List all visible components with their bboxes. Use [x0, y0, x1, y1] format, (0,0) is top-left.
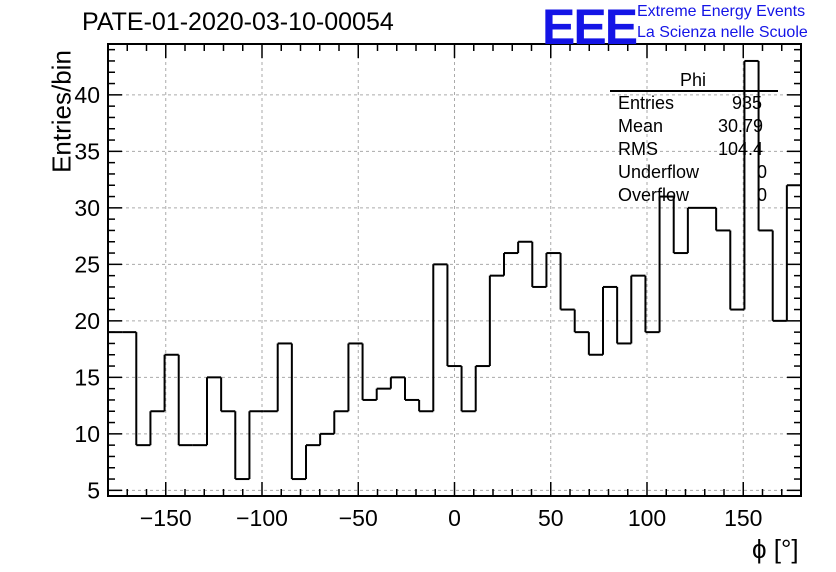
x-tick-label: −150: [140, 505, 192, 531]
logo-line-2: La Scienza nelle Scuole: [637, 24, 808, 41]
x-tick-label: −100: [236, 505, 288, 531]
y-tick-label: 5: [87, 477, 100, 503]
y-axis-label: Entries/bin: [46, 50, 77, 173]
y-tick-label: 20: [74, 308, 100, 334]
eee-logo: EEE: [542, 0, 638, 55]
stat-label-entries: Entries: [618, 93, 675, 113]
logo-line-1: Extreme Energy Events: [637, 3, 806, 20]
stat-label-overflow: Overflow: [618, 185, 690, 205]
chart-title: PATE-01-2020-03-10-00054: [82, 8, 394, 36]
y-tick-label: 15: [74, 364, 100, 390]
y-tick-label: 35: [74, 138, 100, 164]
x-tick-label: −50: [339, 505, 378, 531]
stats-title: Phi: [680, 70, 707, 90]
x-tick-label: 0: [448, 505, 461, 531]
y-tick-label: 10: [74, 421, 100, 447]
x-tick-label: 50: [538, 505, 564, 531]
stat-value-mean: 30.79: [718, 116, 764, 136]
y-tick-label: 25: [74, 251, 100, 277]
y-tick-label: 30: [74, 195, 100, 221]
x-axis-label: ϕ [°]: [752, 534, 799, 564]
stat-value-entries: 935: [732, 93, 763, 113]
y-tick-label: 40: [74, 82, 100, 108]
stat-label-rms: RMS: [618, 139, 658, 159]
stat-value-overflow: 0: [757, 185, 768, 205]
x-tick-label: 150: [724, 505, 762, 531]
x-tick-label: 100: [628, 505, 666, 531]
stat-label-underflow: Underflow: [618, 162, 700, 182]
stat-value-underflow: 0: [757, 162, 768, 182]
stat-label-mean: Mean: [618, 116, 664, 136]
stat-value-rms: 104.4: [718, 139, 764, 159]
